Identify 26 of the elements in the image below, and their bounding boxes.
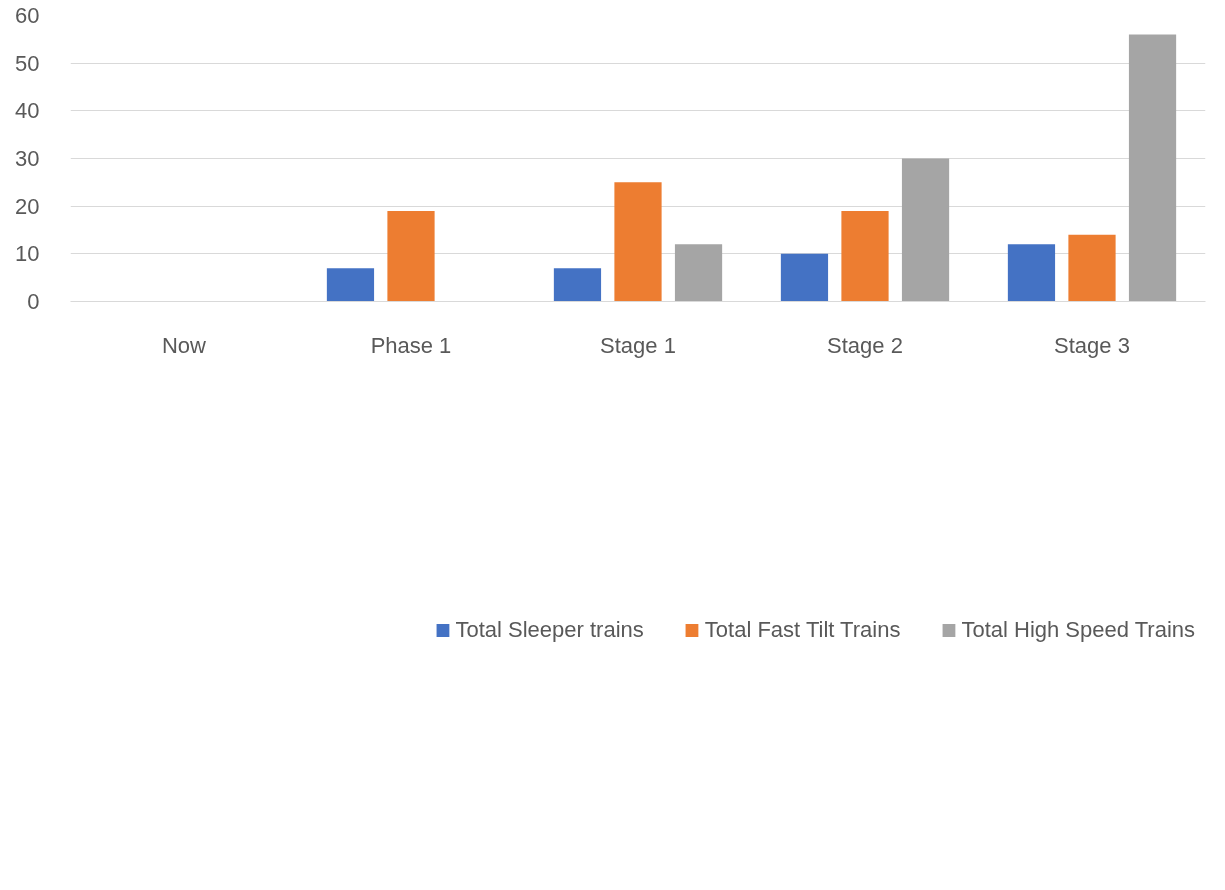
y-tick-label: 0 xyxy=(27,289,40,314)
y-tick-label: 40 xyxy=(15,98,40,124)
bar xyxy=(901,158,950,302)
legend-label: Total Sleeper trains xyxy=(455,617,644,643)
bar xyxy=(614,182,662,302)
x-tick-label: Stage 3 xyxy=(1054,332,1130,358)
x-tick-label: Stage 2 xyxy=(827,332,903,358)
y-tick-label: 50 xyxy=(15,50,40,76)
legend-label: Total Fast Tilt Trains xyxy=(704,617,901,643)
bar xyxy=(1128,34,1177,302)
bar xyxy=(387,210,435,302)
x-tick-label: Phase 1 xyxy=(370,332,452,358)
y-tick-label: 10 xyxy=(15,241,40,267)
y-tick-label: 60 xyxy=(15,3,40,28)
bar xyxy=(1068,234,1116,302)
bar xyxy=(1007,244,1056,302)
bar xyxy=(841,210,889,302)
x-tick-label: Stage 1 xyxy=(600,332,676,358)
y-tick-label: 30 xyxy=(15,146,40,171)
bar xyxy=(780,253,829,302)
y-tick-label: 20 xyxy=(15,193,40,219)
bar xyxy=(674,244,723,302)
bar xyxy=(326,268,375,302)
x-tick-label: Now xyxy=(161,332,207,358)
bar xyxy=(553,268,602,302)
legend-label: Total High Speed Trains xyxy=(961,617,1195,643)
